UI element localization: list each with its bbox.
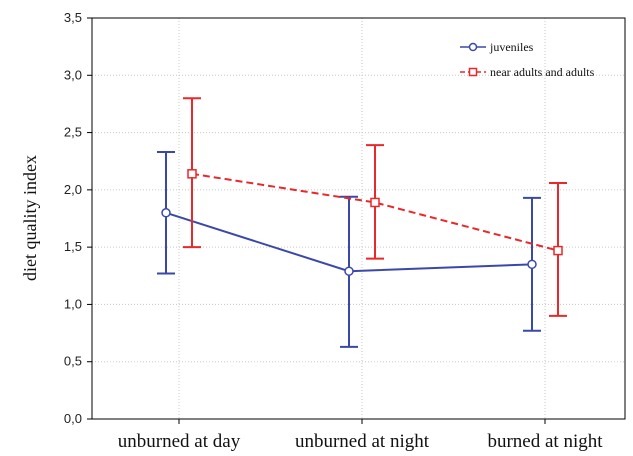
plot-frame <box>91 17 626 420</box>
legend-label: juveniles <box>489 40 534 54</box>
legend-label: near adults and adults <box>490 65 595 79</box>
data-point <box>553 245 563 256</box>
x-tick-label: unburned at day <box>118 431 241 452</box>
y-axis: 0,0 0,5 1,0 1,5 2,0 2,5 3,0 3,5 <box>64 10 92 426</box>
y-axis-title: diet quality index <box>20 155 40 281</box>
data-point <box>161 208 171 218</box>
data-point <box>187 169 197 179</box>
legend: juveniles near adults and adults <box>460 40 595 79</box>
series-layer <box>157 97 567 348</box>
gridlines <box>92 18 625 419</box>
y-tick-label: 3,0 <box>64 67 82 82</box>
y-tick-label: 0,5 <box>64 354 82 369</box>
legend-marker <box>468 42 478 52</box>
x-tick-label: unburned at night <box>295 431 430 452</box>
y-tick-label: 2,0 <box>64 182 82 197</box>
data-point <box>344 266 354 276</box>
x-tick-label: burned at night <box>487 431 603 452</box>
series-line <box>191 172 559 252</box>
y-tick-label: 1,0 <box>64 296 82 311</box>
data-point <box>370 197 380 208</box>
data-point <box>527 259 537 270</box>
y-tick-label: 1,5 <box>64 239 82 254</box>
x-axis: unburned at day unburned at night burned a… <box>118 419 603 452</box>
y-tick-label: 2,5 <box>64 125 82 140</box>
y-tick-label: 3,5 <box>64 10 82 25</box>
legend-marker <box>468 67 478 77</box>
y-tick-label: 0,0 <box>64 411 82 426</box>
